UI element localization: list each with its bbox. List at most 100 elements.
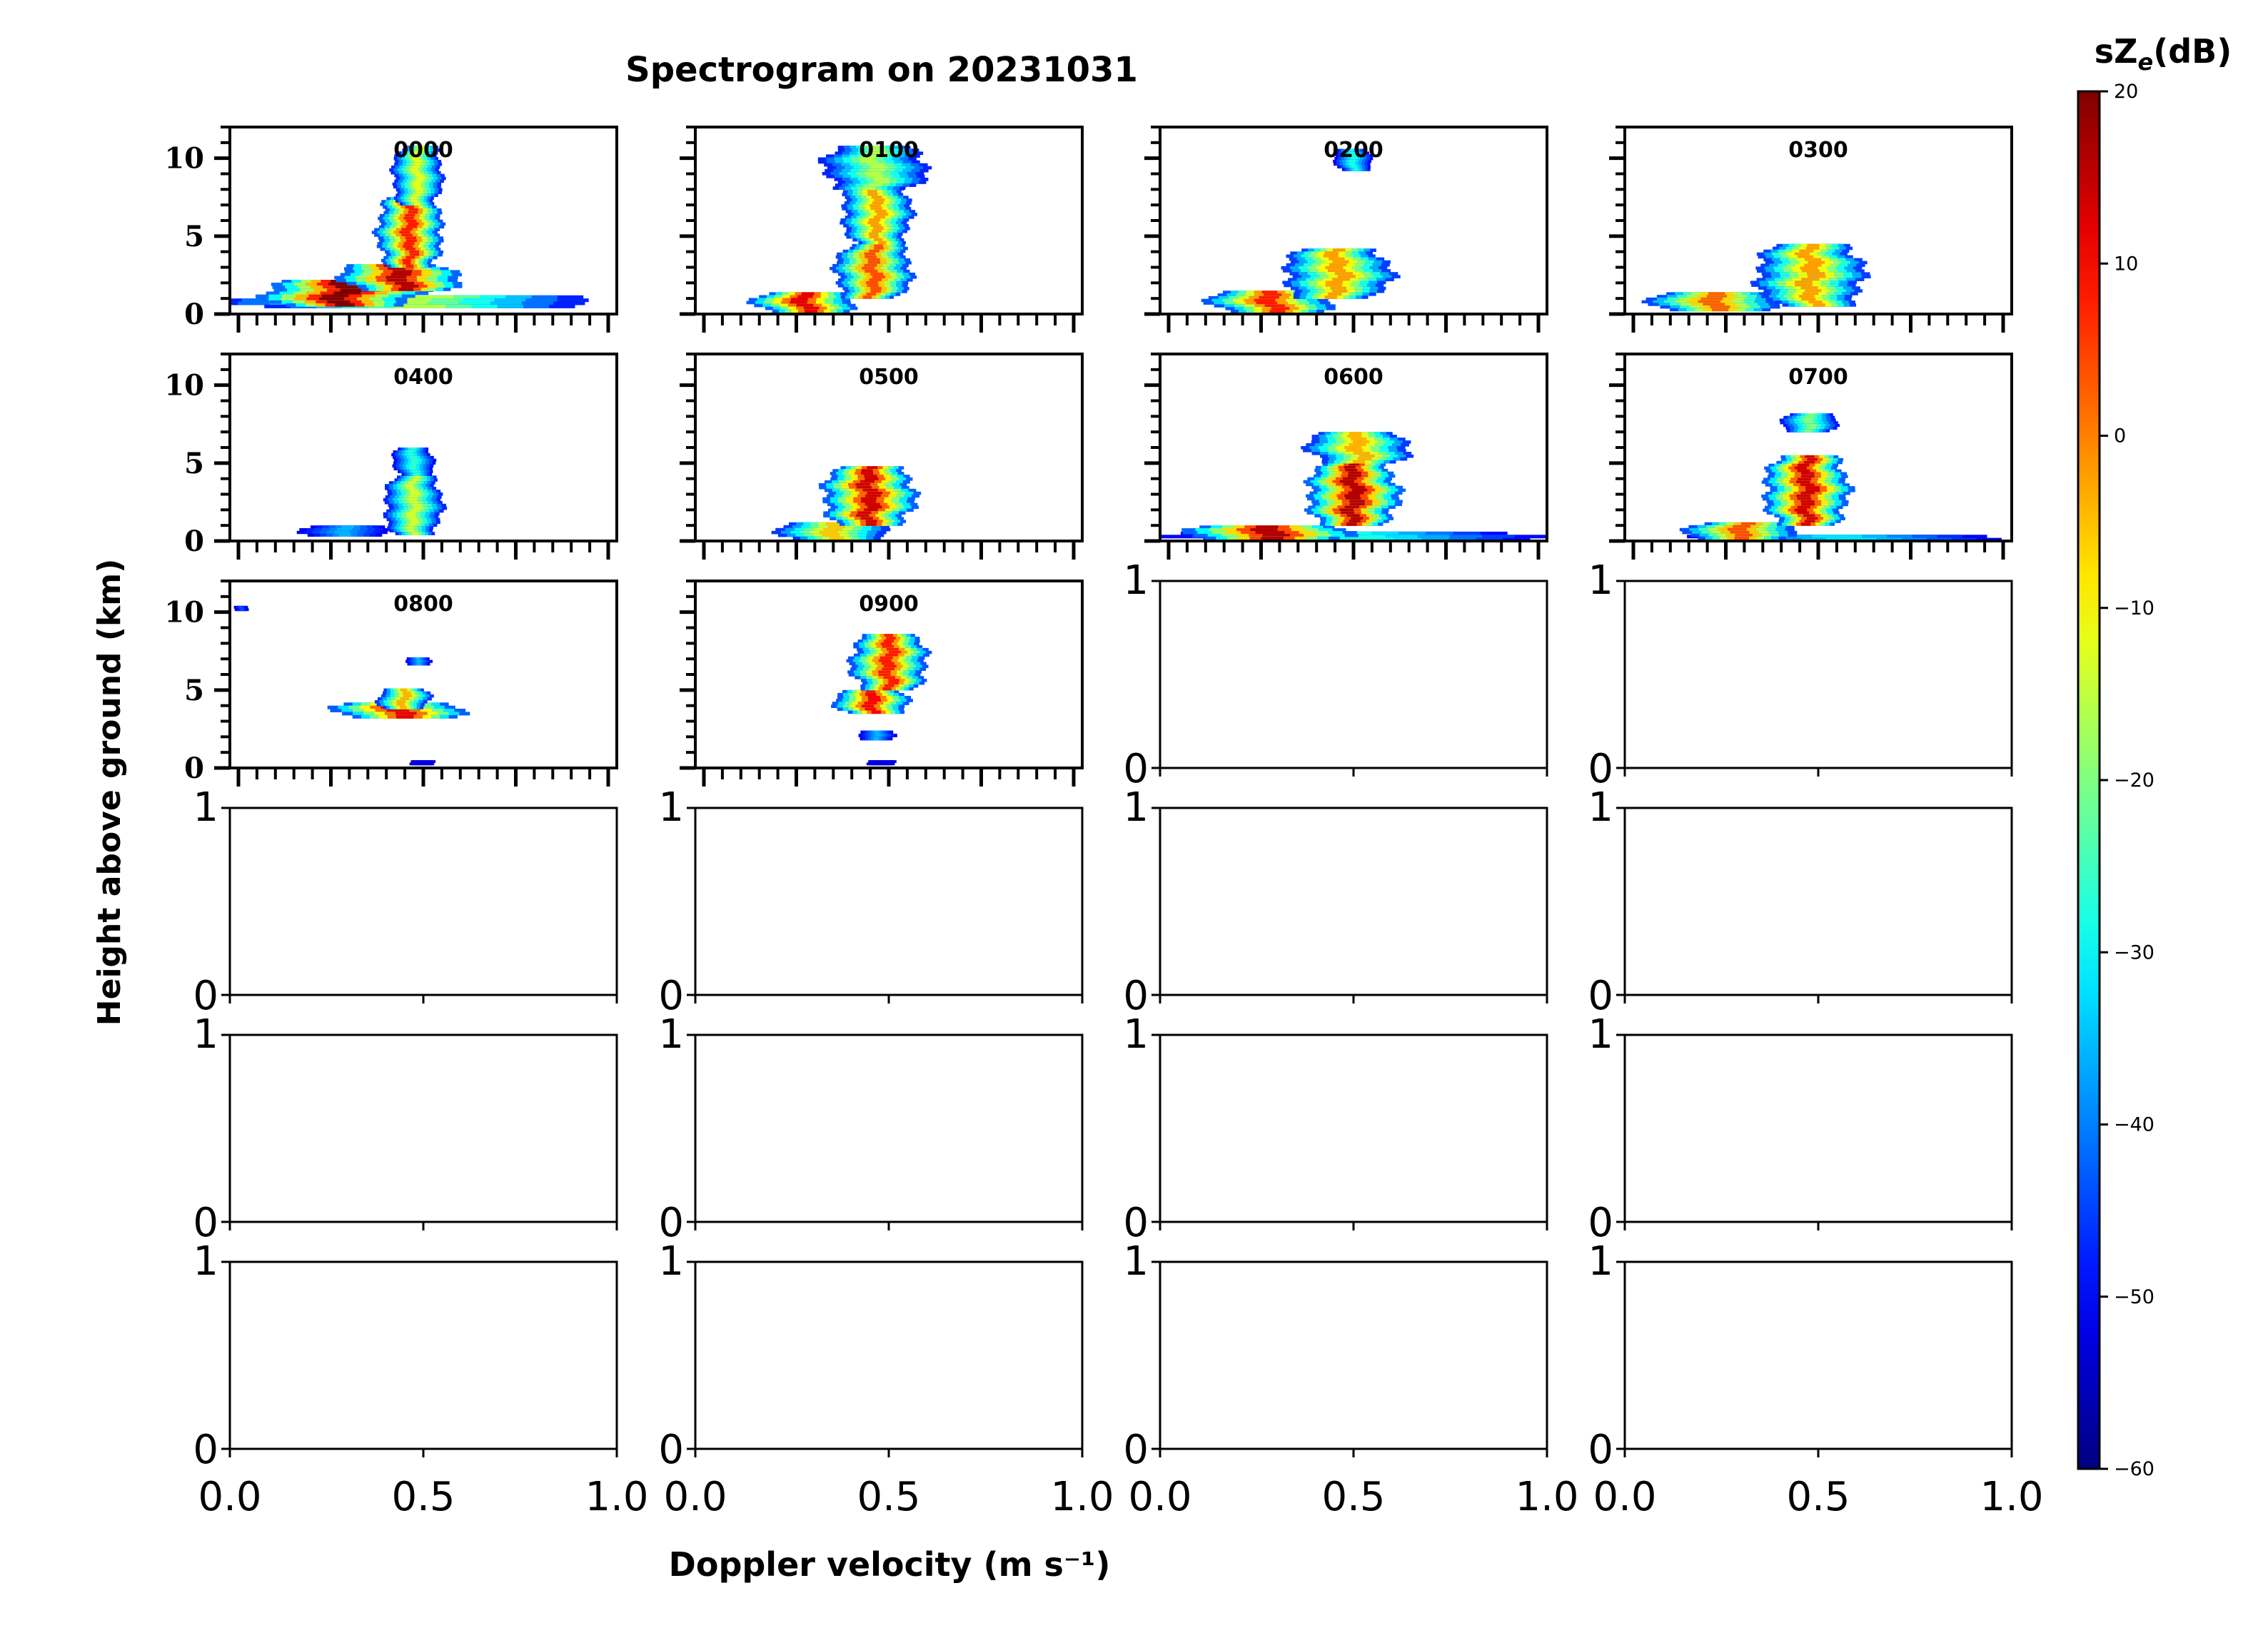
spectral-cell — [867, 261, 881, 265]
empty-panel: 10 — [1123, 557, 1548, 792]
spectral-cell — [407, 497, 417, 502]
spectral-cell — [1262, 534, 1290, 537]
spectral-cell — [1727, 527, 1747, 532]
spectral-cell — [327, 300, 351, 304]
panel-time-label: 0000 — [393, 138, 453, 163]
spectral-cell — [885, 653, 898, 657]
spectral-cell — [870, 204, 882, 208]
spectral-cell — [406, 526, 414, 530]
spectral-cell — [241, 608, 243, 612]
y-tick-label: 5 — [184, 447, 204, 480]
spectral-cell — [1345, 497, 1361, 501]
spectral-cell — [1256, 525, 1279, 529]
spectral-cell — [874, 238, 883, 242]
spectral-cell — [1805, 486, 1820, 490]
panel-0800: 0800 10 5 0 — [164, 580, 618, 787]
spectral-cell — [867, 466, 878, 470]
y-tick-label: 1 — [658, 1238, 684, 1285]
spectral-cell — [386, 278, 407, 283]
spectral-cell — [874, 730, 880, 734]
spectral-cell — [871, 229, 882, 233]
empty-panel: 1 00.0 0.5 1.0 — [193, 1238, 648, 1520]
y-tick-label: 0 — [1588, 1427, 1613, 1473]
spectral-cell — [865, 494, 881, 498]
spectral-cell — [410, 196, 418, 200]
spectral-cell — [403, 245, 413, 248]
spectral-cell — [410, 467, 417, 470]
spectral-cell — [855, 482, 870, 487]
spectral-cell — [1805, 455, 1815, 459]
spectral-cell — [878, 241, 887, 245]
spectral-cell — [886, 637, 896, 640]
y-tick-label: 0 — [1588, 973, 1613, 1019]
spectral-cell — [411, 165, 420, 169]
y-tick-label: 1 — [1588, 1238, 1613, 1285]
spectral-cell — [801, 292, 815, 296]
spectral-cell — [396, 699, 405, 704]
spectral-cell — [1346, 522, 1357, 526]
spectral-data — [831, 634, 932, 766]
spectral-cell — [872, 275, 885, 279]
empty-panel: 10 — [193, 784, 618, 1019]
y-tick-label: 0 — [1588, 746, 1613, 792]
colorbar-label: sZe(dB) — [2095, 32, 2232, 76]
spectral-cell — [1808, 261, 1825, 265]
spectral-cell — [405, 213, 415, 218]
spectral-cell — [414, 162, 423, 166]
spectral-cell — [880, 642, 892, 646]
colorbar-tick-label: −10 — [2114, 597, 2154, 620]
spectral-cell — [396, 702, 405, 707]
spectral-cell — [868, 699, 881, 702]
spectral-cell — [406, 515, 416, 519]
spectral-cell — [420, 760, 425, 763]
panel-frame — [228, 1260, 618, 1450]
spectral-cell — [410, 492, 420, 496]
spectral-cell — [872, 151, 887, 156]
spectral-cell — [865, 520, 877, 523]
spectral-cell — [1256, 301, 1278, 305]
spectral-cell — [867, 163, 884, 167]
x-tick-label: 1.0 — [1980, 1474, 2043, 1520]
spectral-cell — [405, 256, 415, 260]
spectral-cell — [827, 525, 846, 529]
spectral-cell — [416, 657, 420, 661]
spectral-cell — [803, 306, 820, 310]
colorbar-tick-label: 10 — [2114, 253, 2138, 275]
spectral-cell — [412, 478, 420, 482]
spectral-cell — [869, 218, 881, 222]
spectral-cell — [335, 285, 361, 289]
spectral-cell — [1349, 462, 1360, 467]
x-tick-label: 0.5 — [857, 1474, 920, 1520]
spectral-cell — [1801, 278, 1820, 281]
spectral-cell — [414, 160, 423, 163]
spectral-cell — [415, 179, 423, 183]
spectral-cell — [1798, 477, 1812, 481]
spectral-cell — [819, 530, 839, 535]
spectral-cell — [1261, 536, 1284, 540]
x-tick-label: 0.5 — [1786, 1474, 1850, 1520]
spectral-cell — [878, 659, 892, 663]
spectral-cell — [1698, 300, 1721, 303]
spectral-cell — [1344, 505, 1359, 509]
panel-time-label: 0800 — [393, 592, 453, 617]
panel-time-label: 0500 — [859, 365, 919, 390]
spectral-cell — [878, 673, 891, 677]
x-tick-label: 0.0 — [1593, 1474, 1656, 1520]
spectral-cell — [881, 662, 894, 665]
panel-time-label: 0100 — [859, 138, 919, 163]
spectral-cell — [1805, 289, 1822, 293]
panel-0400: 0400 10 5 0 — [164, 353, 618, 560]
spectral-cell — [399, 231, 410, 234]
empty-panel: 1 00.0 0.5 1.0 — [1588, 1238, 2043, 1520]
spectral-cell — [870, 166, 889, 170]
spectral-cell — [1813, 303, 1825, 307]
spectral-cell — [1261, 290, 1278, 294]
spectral-cell — [1804, 263, 1822, 268]
spectral-cell — [862, 295, 872, 299]
spectral-cell — [413, 506, 423, 510]
spectral-cell — [1357, 457, 1372, 461]
spectral-cell — [870, 207, 882, 211]
x-tick-label: 0.5 — [1321, 1474, 1385, 1520]
spectral-cell — [409, 464, 417, 468]
